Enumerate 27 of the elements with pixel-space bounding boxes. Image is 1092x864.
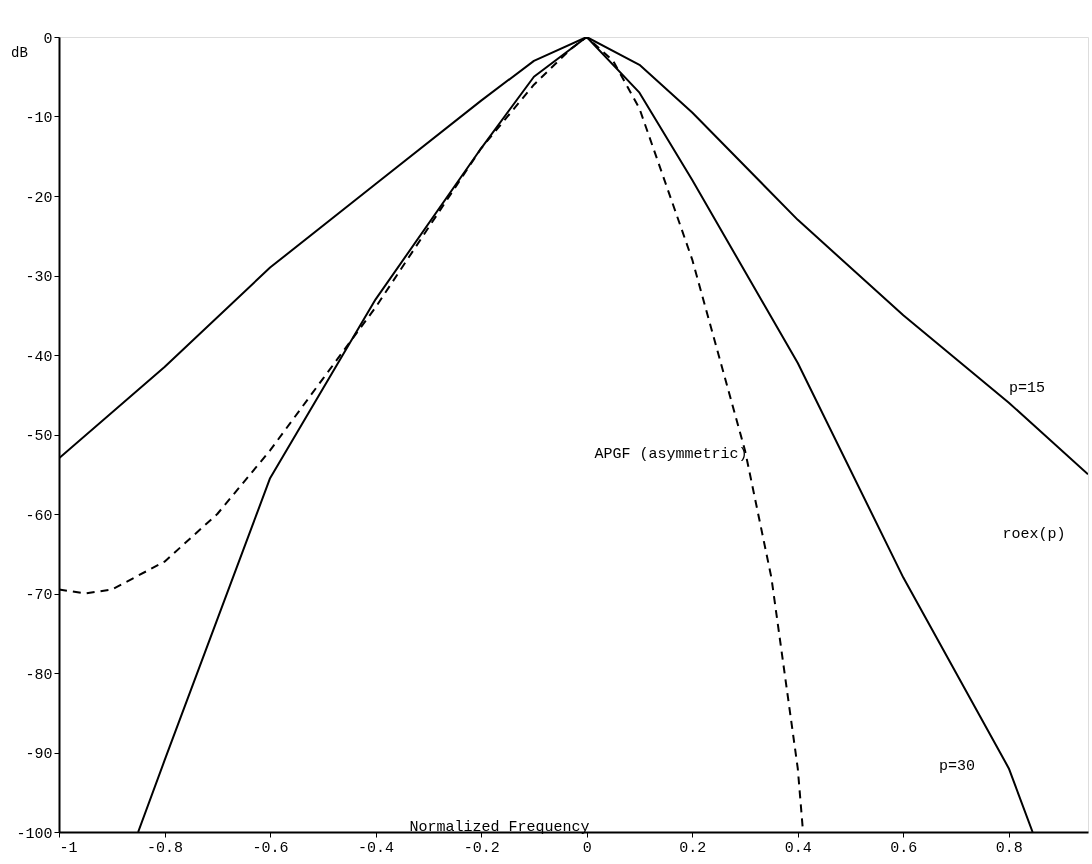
y-tick-label: -80: [25, 666, 53, 684]
x-tick-label: 0.8: [995, 839, 1023, 857]
y-tick-label: -90: [25, 746, 53, 763]
x-tick-label: 0: [582, 839, 592, 857]
y-tick-label: 0: [43, 30, 53, 48]
series-label: p=15: [1008, 380, 1046, 397]
y-axis-title: dB: [11, 44, 28, 61]
y-tick-label: -100: [16, 825, 53, 843]
x-tick-label: -0.8: [147, 839, 184, 857]
x-axis-title: Normalized Frequency: [409, 818, 590, 836]
series-label: p=30: [938, 758, 976, 775]
x-tick-label: 0.2: [679, 839, 707, 857]
x-tick-label: -0.6: [252, 839, 289, 857]
y-tick-label: -30: [25, 269, 53, 286]
y-tick-label: -50: [25, 428, 53, 445]
y-tick-label: -20: [25, 189, 53, 207]
series-label: APGF (asymmetric): [594, 446, 748, 463]
x-tick-label: -0.4: [358, 839, 395, 857]
annotation: roex(p): [1002, 526, 1066, 543]
x-tick-label: -0.2: [463, 839, 500, 857]
y-tick-label: -70: [25, 587, 53, 604]
x-tick-label: -1: [59, 839, 78, 857]
y-tick-label: -60: [25, 507, 53, 525]
x-tick-label: 0.6: [890, 839, 918, 857]
y-tick-label: -40: [25, 348, 53, 366]
x-tick-label: 0.4: [784, 839, 812, 857]
y-tick-label: -10: [25, 110, 53, 127]
